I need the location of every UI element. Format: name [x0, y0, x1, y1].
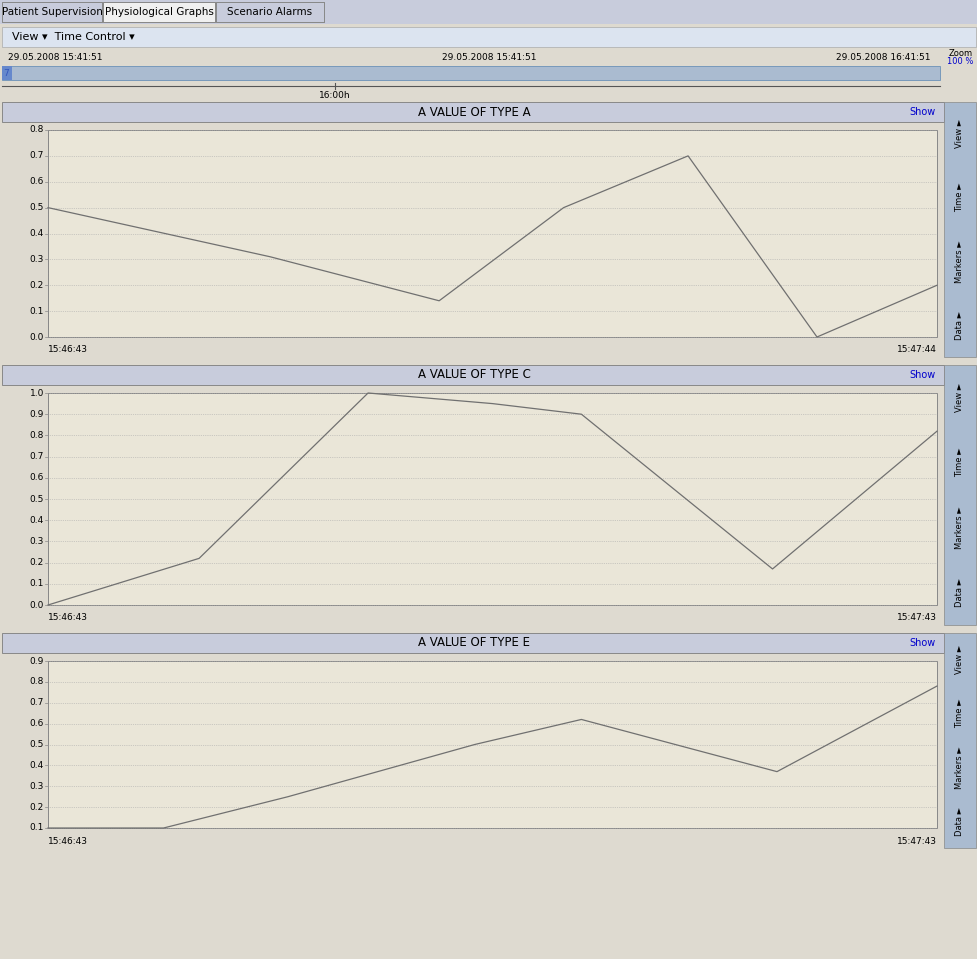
- Text: 0.2: 0.2: [29, 558, 44, 567]
- Bar: [2, 365, 943, 385]
- Text: A VALUE OF TYPE C: A VALUE OF TYPE C: [417, 368, 530, 382]
- Text: 0.9: 0.9: [29, 409, 44, 419]
- Text: 0.2: 0.2: [29, 281, 44, 290]
- Text: 0.1: 0.1: [29, 824, 44, 832]
- Text: Data ►: Data ►: [955, 311, 963, 339]
- Text: 29.05.2008 15:41:51: 29.05.2008 15:41:51: [8, 54, 103, 62]
- Bar: [103, 2, 215, 22]
- Text: 0.7: 0.7: [29, 698, 44, 707]
- Text: 0.5: 0.5: [29, 495, 44, 503]
- Text: Scenario Alarms: Scenario Alarms: [228, 7, 313, 17]
- Bar: [2, 27, 975, 47]
- Text: View ▾  Time Control ▾: View ▾ Time Control ▾: [12, 32, 135, 42]
- Text: 15:47:43: 15:47:43: [896, 614, 936, 622]
- Text: 0.3: 0.3: [29, 782, 44, 791]
- Bar: [0, 0, 977, 24]
- Bar: [2, 66, 12, 80]
- Text: View ►: View ►: [955, 645, 963, 674]
- Text: 15:46:43: 15:46:43: [48, 345, 88, 355]
- Text: 0.6: 0.6: [29, 474, 44, 482]
- Bar: [943, 365, 975, 625]
- Text: Scenario Alarms: Scenario Alarms: [228, 7, 313, 17]
- Text: Patient Supervision: Patient Supervision: [2, 7, 103, 17]
- Text: 15:47:44: 15:47:44: [896, 345, 936, 355]
- Text: 0.5: 0.5: [29, 203, 44, 212]
- Text: 0.6: 0.6: [29, 177, 44, 186]
- Text: Physiological Graphs: Physiological Graphs: [105, 7, 213, 17]
- Text: Data ►: Data ►: [955, 578, 963, 607]
- Bar: [2, 102, 943, 122]
- Text: 0.5: 0.5: [29, 740, 44, 749]
- Text: Patient Supervision: Patient Supervision: [2, 7, 103, 17]
- Text: A VALUE OF TYPE E: A VALUE OF TYPE E: [417, 637, 530, 649]
- Bar: [48, 130, 936, 337]
- Text: 0.4: 0.4: [29, 229, 44, 238]
- Text: 0.8: 0.8: [29, 126, 44, 134]
- Text: Markers ►: Markers ►: [955, 240, 963, 283]
- Text: 0.8: 0.8: [29, 431, 44, 440]
- Text: 7: 7: [3, 68, 9, 78]
- Text: Time ►: Time ►: [955, 699, 963, 729]
- Text: Time ►: Time ►: [955, 448, 963, 478]
- Text: 29.05.2008 15:41:51: 29.05.2008 15:41:51: [442, 54, 535, 62]
- Text: Show: Show: [909, 638, 935, 648]
- Bar: [2, 2, 102, 22]
- Text: Markers ►: Markers ►: [955, 746, 963, 788]
- Bar: [103, 2, 215, 22]
- Text: View ►: View ►: [955, 383, 963, 412]
- Bar: [943, 633, 975, 848]
- Text: 0.9: 0.9: [29, 657, 44, 666]
- Text: 0.7: 0.7: [29, 452, 44, 461]
- Text: 0.1: 0.1: [29, 579, 44, 588]
- Text: 0.1: 0.1: [29, 307, 44, 316]
- Text: 0.0: 0.0: [29, 333, 44, 341]
- Text: Physiological Graphs: Physiological Graphs: [105, 7, 213, 17]
- Text: 0.2: 0.2: [29, 803, 44, 811]
- Text: View ►: View ►: [955, 119, 963, 149]
- Text: 100 %: 100 %: [946, 57, 972, 65]
- Text: 15:47:43: 15:47:43: [896, 836, 936, 846]
- Text: 0.4: 0.4: [29, 516, 44, 525]
- Bar: [2, 66, 939, 80]
- Bar: [216, 2, 323, 22]
- Bar: [943, 102, 975, 357]
- Bar: [216, 2, 323, 22]
- Text: 0.3: 0.3: [29, 537, 44, 546]
- Bar: [2, 81, 939, 97]
- Text: 1.0: 1.0: [29, 388, 44, 397]
- Text: 0.6: 0.6: [29, 719, 44, 728]
- Bar: [2, 2, 102, 22]
- Text: Markers ►: Markers ►: [955, 506, 963, 549]
- Text: Time ►: Time ►: [955, 183, 963, 213]
- Text: 0.7: 0.7: [29, 152, 44, 160]
- Text: Show: Show: [909, 107, 935, 117]
- Bar: [48, 393, 936, 605]
- Text: 16:00h: 16:00h: [319, 90, 351, 100]
- Bar: [48, 661, 936, 828]
- Text: 15:46:43: 15:46:43: [48, 614, 88, 622]
- Text: 0.4: 0.4: [29, 760, 44, 770]
- Text: 29.05.2008 16:41:51: 29.05.2008 16:41:51: [834, 54, 929, 62]
- Text: A VALUE OF TYPE A: A VALUE OF TYPE A: [417, 105, 530, 119]
- Text: Data ►: Data ►: [955, 807, 963, 835]
- Text: 0.3: 0.3: [29, 255, 44, 264]
- Text: Zoom: Zoom: [948, 50, 972, 58]
- Bar: [2, 633, 943, 653]
- Text: 15:46:43: 15:46:43: [48, 836, 88, 846]
- Text: 0.8: 0.8: [29, 677, 44, 687]
- Text: Show: Show: [909, 370, 935, 380]
- Text: 0.0: 0.0: [29, 600, 44, 610]
